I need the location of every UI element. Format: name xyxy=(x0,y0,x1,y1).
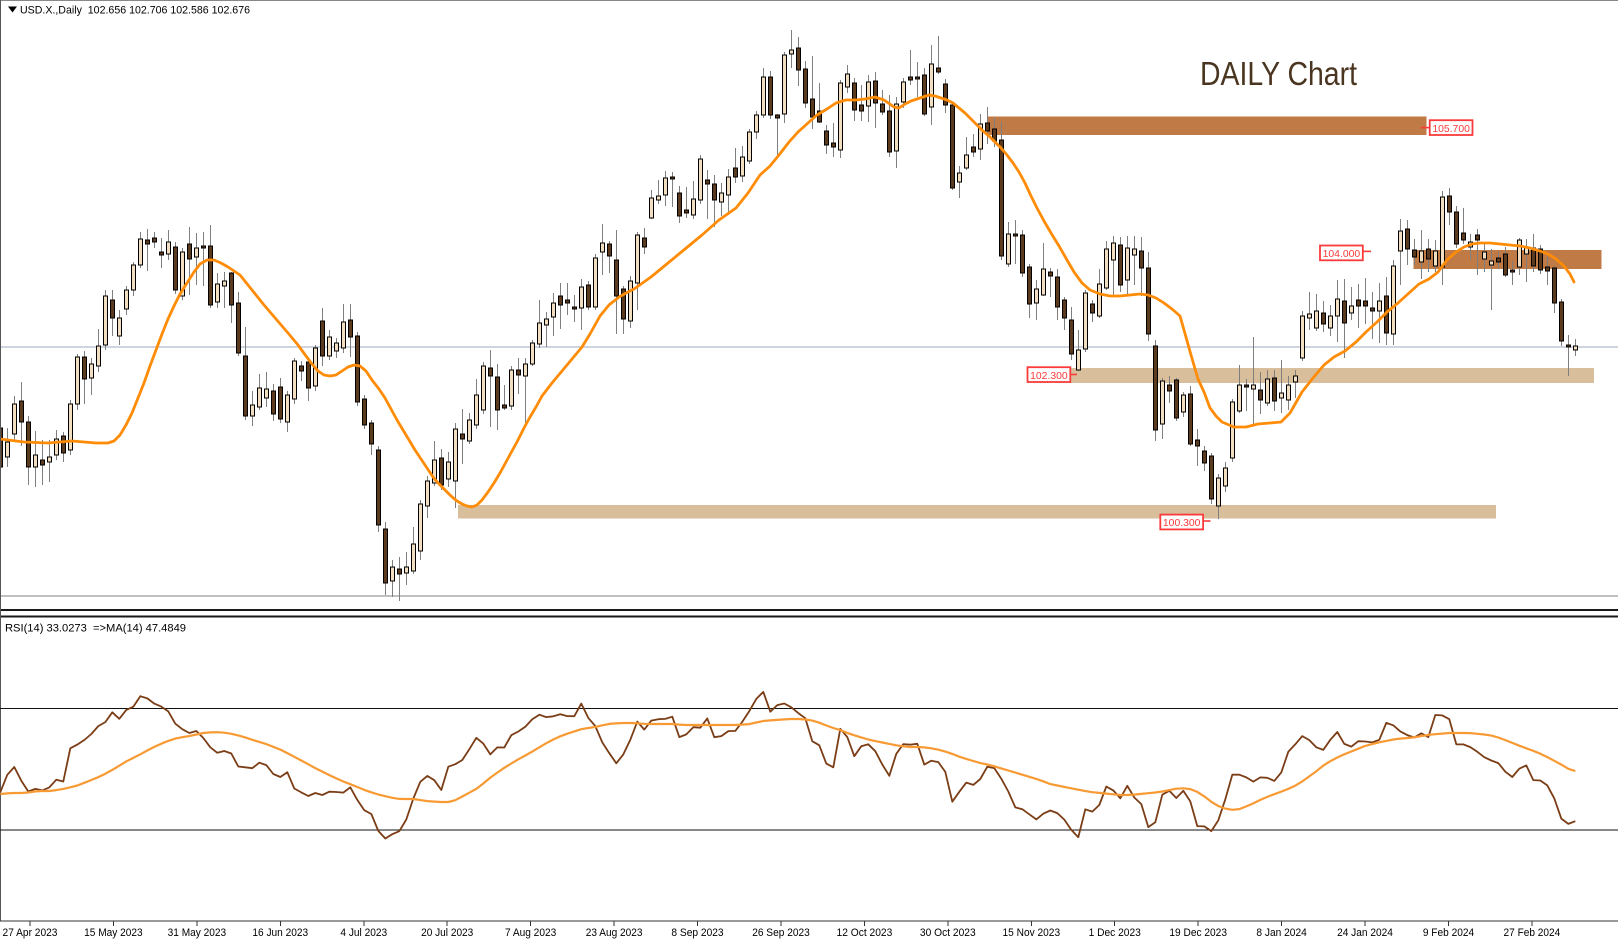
svg-text:24 Jan 2024: 24 Jan 2024 xyxy=(1337,927,1393,939)
svg-text:23 Aug 2023: 23 Aug 2023 xyxy=(586,927,643,939)
svg-text:8 Sep 2023: 8 Sep 2023 xyxy=(671,927,723,939)
svg-text:100.300: 100.300 xyxy=(1163,518,1201,529)
svg-text:7 Aug 2023: 7 Aug 2023 xyxy=(505,927,556,939)
svg-text:31 May 2023: 31 May 2023 xyxy=(168,927,227,939)
svg-text:19 Dec 2023: 19 Dec 2023 xyxy=(1169,927,1227,939)
svg-text:104.000: 104.000 xyxy=(1323,249,1361,260)
svg-text:20 Jul 2023: 20 Jul 2023 xyxy=(421,927,473,939)
svg-text:DAILY Chart: DAILY Chart xyxy=(1200,56,1358,93)
svg-text:USD.X.,Daily 102.656 102.706: USD.X.,Daily 102.656 102.706 102.586 102… xyxy=(20,5,250,17)
svg-text:26 Sep 2023: 26 Sep 2023 xyxy=(752,927,810,939)
svg-text:30 Oct 2023: 30 Oct 2023 xyxy=(920,927,976,939)
svg-text:9 Feb 2024: 9 Feb 2024 xyxy=(1423,927,1474,939)
svg-text:4 Jul 2023: 4 Jul 2023 xyxy=(340,927,387,939)
svg-text:16 Jun 2023: 16 Jun 2023 xyxy=(252,927,308,939)
svg-text:27 Apr 2023: 27 Apr 2023 xyxy=(3,927,58,939)
svg-text:15 May 2023: 15 May 2023 xyxy=(84,927,143,939)
svg-text:RSI(14) 33.0273 =>MA(14) 47.4: RSI(14) 33.0273 =>MA(14) 47.4849 xyxy=(5,623,186,635)
svg-text:8 Jan 2024: 8 Jan 2024 xyxy=(1256,927,1306,939)
svg-text:1 Dec 2023: 1 Dec 2023 xyxy=(1089,927,1141,939)
svg-text:15 Nov 2023: 15 Nov 2023 xyxy=(1003,927,1061,939)
svg-text:102.300: 102.300 xyxy=(1030,371,1068,382)
svg-text:12 Oct 2023: 12 Oct 2023 xyxy=(837,927,893,939)
svg-text:105.700: 105.700 xyxy=(1432,124,1470,135)
svg-text:27 Feb 2024: 27 Feb 2024 xyxy=(1504,927,1561,939)
